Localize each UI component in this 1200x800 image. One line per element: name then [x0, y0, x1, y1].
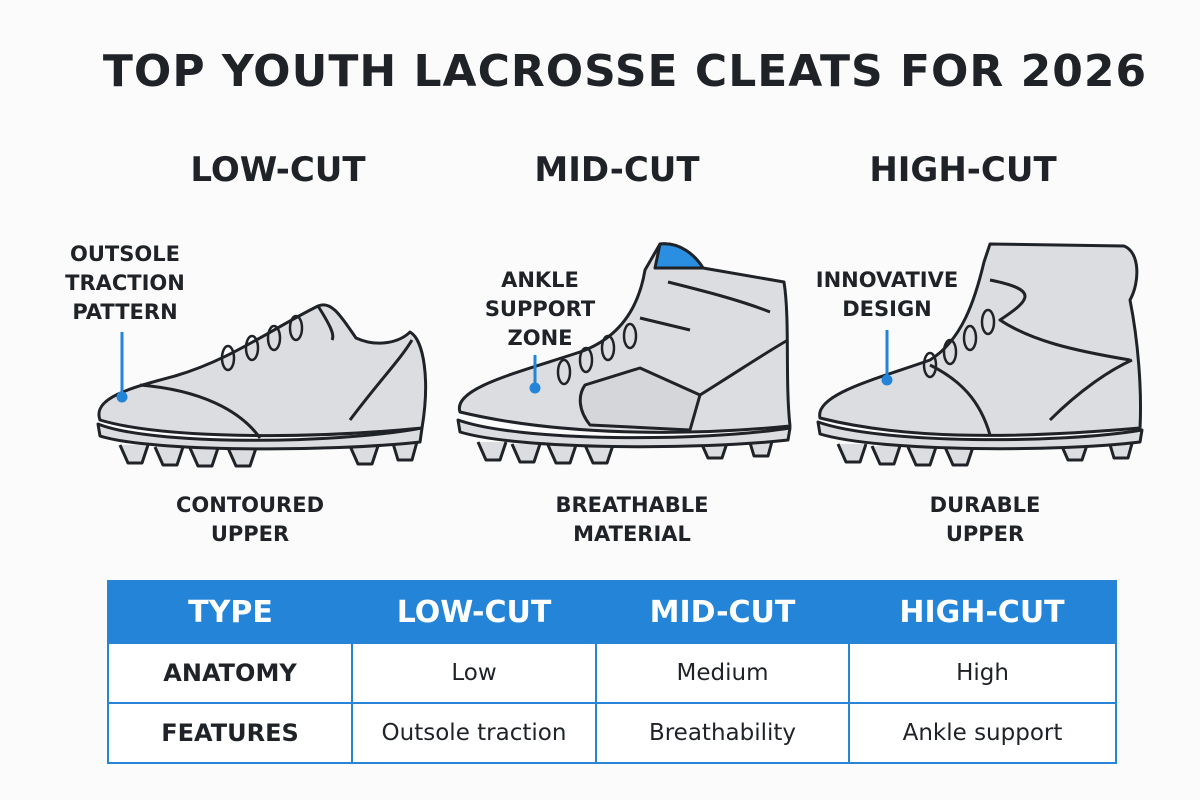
callout-line: PATTERN [72, 300, 178, 324]
table-cell: Ankle support [848, 702, 1117, 764]
table-cell: Medium [595, 642, 850, 704]
callout-line: OUTSOLE [70, 242, 180, 266]
heading-mid-cut: MID-CUT [534, 150, 700, 190]
table-header: LOW-CUT [352, 581, 596, 643]
table-header: MID-CUT [596, 581, 849, 643]
callout-line: ZONE [507, 326, 573, 350]
high-cut-shoe-icon [816, 242, 1144, 467]
caption-high-cut: DURABLE UPPER [865, 491, 1105, 549]
heading-low-cut: LOW-CUT [190, 150, 366, 190]
mid-cut-shoe-icon [456, 242, 792, 465]
callout-line: ANKLE [501, 268, 579, 292]
page-title: TOP YOUTH LACROSSE CLEATS FOR 2026 [102, 46, 1148, 97]
table-row: FEATURES Outsole traction Breathability … [107, 702, 1117, 764]
table-header-row: TYPE LOW-CUT MID-CUT HIGH-CUT [108, 581, 1116, 643]
table-cell: Breathability [595, 702, 850, 764]
caption-low-cut: CONTOURED UPPER [130, 491, 370, 549]
caption-line: MATERIAL [573, 522, 691, 546]
caption-line: DURABLE [929, 493, 1041, 517]
callout-line: SUPPORT [484, 297, 596, 321]
comparison-table: TYPE LOW-CUT MID-CUT HIGH-CUT ANATOMY Lo… [107, 580, 1117, 764]
row-header: ANATOMY [107, 642, 353, 704]
table-row: ANATOMY Low Medium High [107, 642, 1117, 704]
low-cut-shoe-icon [96, 303, 428, 468]
table-header: TYPE [108, 581, 352, 643]
table-cell: Outsole traction [351, 702, 597, 764]
caption-line: UPPER [945, 522, 1025, 546]
table-cell: Low [351, 642, 597, 704]
caption-mid-cut: BREATHABLE MATERIAL [512, 491, 752, 549]
table-header: HIGH-CUT [849, 581, 1116, 643]
caption-line: CONTOURED [175, 493, 324, 517]
callout-line: TRACTION [65, 271, 185, 295]
caption-line: UPPER [210, 522, 290, 546]
table-cell: High [848, 642, 1117, 704]
heading-high-cut: HIGH-CUT [869, 150, 1057, 190]
caption-line: BREATHABLE [555, 493, 709, 517]
callout-line: INNOVATIVE [815, 268, 959, 292]
callout-pointers [116, 330, 893, 403]
callout-outsole-traction: OUTSOLE TRACTION PATTERN [5, 240, 245, 327]
callout-ankle-support: ANKLE SUPPORT ZONE [420, 266, 660, 353]
row-header: FEATURES [107, 702, 353, 764]
callout-line: DESIGN [842, 297, 932, 321]
callout-innovative-design: INNOVATIVE DESIGN [767, 266, 1007, 324]
